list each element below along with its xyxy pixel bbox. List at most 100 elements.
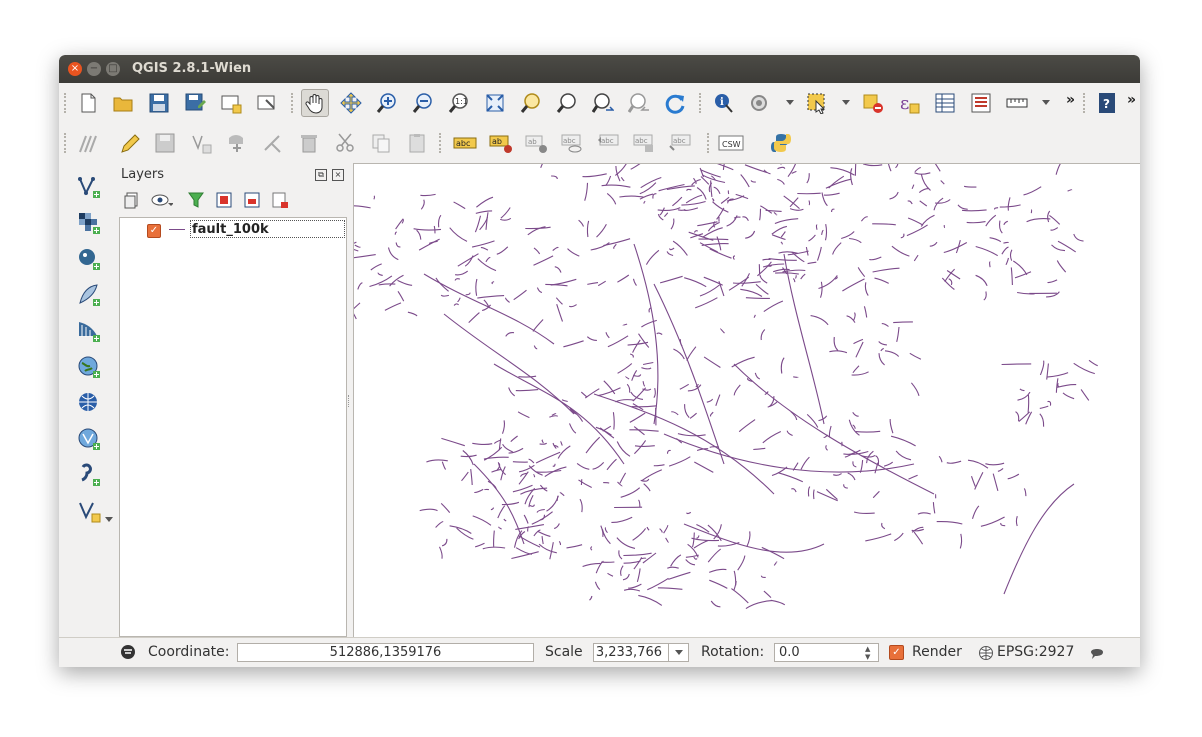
crs-globe-icon[interactable] — [978, 645, 994, 661]
zoom-full-icon[interactable] — [481, 89, 509, 117]
add-postgis-layer-icon[interactable] — [75, 245, 103, 273]
refresh-icon[interactable] — [661, 89, 689, 117]
save-edits-icon[interactable] — [151, 129, 179, 157]
toolbar-grip[interactable] — [64, 93, 69, 113]
zoom-last-icon[interactable] — [589, 89, 617, 117]
label-change-icon[interactable]: abc — [667, 129, 695, 157]
new-print-composer-icon[interactable] — [217, 89, 245, 117]
fault-line — [515, 389, 539, 392]
filter-legend-icon[interactable] — [185, 189, 207, 211]
pan-to-selection-icon[interactable] — [337, 89, 365, 117]
statistics-icon[interactable] — [967, 89, 995, 117]
save-as-icon[interactable] — [181, 89, 209, 117]
new-project-icon[interactable] — [74, 89, 102, 117]
open-project-icon[interactable] — [109, 89, 137, 117]
remove-layer-icon[interactable] — [269, 189, 291, 211]
add-wfs-layer-icon[interactable] — [75, 425, 103, 453]
layer-row[interactable]: ✓ fault_100k — [120, 220, 346, 240]
rotation-spinner[interactable]: ▲ ▼ — [865, 645, 871, 661]
layer-visibility-checkbox[interactable]: ✓ — [147, 224, 161, 238]
field-calculator-icon[interactable]: ε — [895, 89, 923, 117]
select-features-icon[interactable] — [803, 89, 831, 117]
close-panel-button[interactable]: × — [332, 169, 344, 181]
zoom-to-layer-icon[interactable] — [553, 89, 581, 117]
add-group-icon[interactable] — [121, 189, 143, 211]
toolbar-grip[interactable] — [291, 93, 296, 113]
toolbar-grip[interactable] — [1083, 93, 1088, 113]
coordinate-field[interactable]: 512886,1359176 — [237, 643, 534, 662]
paste-features-icon[interactable] — [403, 129, 431, 157]
chevron-down-icon[interactable] — [786, 100, 794, 105]
node-tool-icon[interactable] — [259, 129, 287, 157]
attribute-table-icon[interactable] — [931, 89, 959, 117]
expand-all-icon[interactable] — [213, 189, 235, 211]
zoom-to-selection-icon[interactable] — [517, 89, 545, 117]
add-feature-icon[interactable] — [187, 129, 215, 157]
identify-icon[interactable]: i — [709, 89, 737, 117]
save-project-icon[interactable] — [145, 89, 173, 117]
zoom-next-icon[interactable] — [625, 89, 653, 117]
toolbar-overflow-icon[interactable]: » — [1066, 92, 1076, 108]
manage-visibility-icon[interactable] — [151, 189, 173, 211]
chevron-down-icon[interactable] — [842, 100, 850, 105]
add-spatialite-layer-icon[interactable] — [75, 281, 103, 309]
python-icon[interactable] — [767, 129, 795, 157]
fault-line — [636, 568, 641, 583]
help-icon[interactable]: ? — [1093, 89, 1121, 117]
copy-features-icon[interactable] — [367, 129, 395, 157]
messages-log-icon[interactable] — [1089, 645, 1105, 661]
add-wcs-layer-icon[interactable] — [75, 389, 103, 417]
csw-icon[interactable]: CSW — [717, 129, 745, 157]
cut-features-icon[interactable] — [331, 129, 359, 157]
fault-line — [1017, 391, 1031, 401]
minimize-window-button[interactable]: − — [87, 62, 101, 76]
maximize-window-button[interactable]: □ — [106, 62, 120, 76]
toolbar-grip[interactable] — [699, 93, 704, 113]
toolbar-overflow-icon[interactable]: » — [1127, 92, 1137, 108]
scale-field[interactable]: 3,233,766 — [593, 643, 689, 662]
zoom-in-icon[interactable] — [373, 89, 401, 117]
move-feature-icon[interactable] — [223, 129, 251, 157]
run-action-icon[interactable] — [745, 89, 773, 117]
label-show-hide-icon[interactable]: abc — [559, 129, 587, 157]
label-move-icon[interactable]: abc — [595, 129, 623, 157]
panel-splitter[interactable] — [348, 395, 352, 407]
render-checkbox[interactable]: ✓ — [889, 645, 904, 660]
measure-icon[interactable] — [1003, 89, 1031, 117]
fault-line — [475, 278, 478, 296]
zoom-native-icon[interactable]: 1:1 — [445, 89, 473, 117]
messages-icon[interactable] — [120, 644, 136, 660]
toolbar-grip[interactable] — [707, 133, 712, 153]
zoom-out-icon[interactable] — [409, 89, 437, 117]
collapse-all-icon[interactable] — [241, 189, 263, 211]
add-raster-layer-icon[interactable] — [75, 209, 103, 237]
toolbar-grip[interactable] — [439, 133, 444, 153]
chevron-down-icon[interactable] — [1042, 100, 1050, 105]
new-shapefile-icon[interactable] — [75, 497, 103, 525]
fault-line — [1019, 388, 1025, 392]
float-panel-button[interactable]: ⧉ — [315, 169, 327, 181]
map-canvas[interactable] — [312, 121, 1140, 638]
label-pin-icon[interactable]: ab — [487, 129, 515, 157]
label-icon[interactable]: abc — [451, 129, 479, 157]
layer-name[interactable]: fault_100k — [190, 220, 345, 238]
close-window-button[interactable]: × — [68, 62, 82, 76]
delete-selected-icon[interactable] — [295, 129, 323, 157]
rotation-field[interactable]: 0.0 — [774, 643, 879, 662]
chevron-down-icon[interactable] — [105, 517, 113, 522]
scale-dropdown[interactable] — [668, 644, 689, 661]
pan-icon[interactable] — [301, 89, 329, 117]
add-wms-layer-icon[interactable] — [75, 353, 103, 381]
label-highlight-icon[interactable]: ab — [523, 129, 551, 157]
digitize-icon[interactable] — [74, 129, 102, 157]
fault-line — [696, 535, 700, 539]
composer-manager-icon[interactable] — [253, 89, 281, 117]
add-delimited-text-icon[interactable] — [75, 461, 103, 489]
add-mssql-layer-icon[interactable] — [75, 317, 103, 345]
label-rotate-icon[interactable]: abc — [631, 129, 659, 157]
add-vector-layer-icon[interactable] — [75, 173, 103, 201]
deselect-icon[interactable] — [859, 89, 887, 117]
toolbar-grip[interactable] — [64, 133, 69, 153]
toggle-edit-icon[interactable] — [115, 129, 143, 157]
crs-label[interactable]: EPSG:2927 — [997, 644, 1075, 660]
